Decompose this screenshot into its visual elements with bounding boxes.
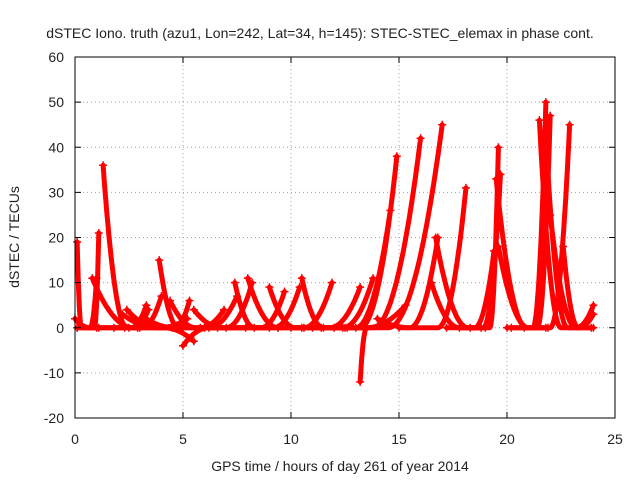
satellite-arc bbox=[395, 183, 470, 332]
plus-marker bbox=[507, 323, 516, 332]
plus-marker bbox=[541, 134, 550, 143]
plus-marker bbox=[589, 301, 598, 310]
plus-marker bbox=[330, 323, 339, 332]
plus-marker bbox=[427, 278, 436, 287]
plus-marker bbox=[287, 323, 295, 332]
plus-marker bbox=[494, 143, 503, 152]
plus-marker bbox=[565, 120, 574, 129]
plus-marker bbox=[280, 287, 289, 296]
y-axis-ticks: -20 -10 0 10 20 30 40 50 60 bbox=[44, 49, 615, 426]
x-tick-label: 25 bbox=[607, 431, 623, 447]
plus-marker bbox=[125, 323, 133, 332]
plus-marker bbox=[122, 305, 131, 314]
plus-marker bbox=[356, 283, 365, 292]
plus-marker bbox=[94, 228, 103, 237]
plus-marker bbox=[438, 120, 447, 129]
arc-line bbox=[396, 185, 469, 331]
plus-marker bbox=[442, 323, 451, 332]
x-tick-label: 0 bbox=[71, 431, 79, 447]
plus-marker bbox=[185, 296, 194, 305]
plus-marker bbox=[535, 116, 544, 125]
plus-marker bbox=[170, 323, 179, 332]
y-tick-label: -20 bbox=[44, 410, 64, 426]
arc-line bbox=[100, 162, 141, 331]
x-axis-ticks: 0 5 10 15 20 25 bbox=[71, 57, 623, 447]
plus-marker bbox=[142, 314, 151, 323]
plus-marker bbox=[297, 323, 306, 332]
chart-title: dSTEC Iono. truth (azu1, Lon=242, Lat=34… bbox=[46, 25, 593, 41]
x-tick-label: 20 bbox=[499, 431, 515, 447]
plus-marker bbox=[189, 337, 198, 346]
grid-lines bbox=[75, 57, 615, 418]
satellite-arc bbox=[559, 242, 598, 331]
plus-marker bbox=[109, 323, 118, 332]
arc-line bbox=[547, 212, 596, 331]
plus-marker bbox=[455, 323, 464, 332]
arc-line bbox=[353, 122, 445, 331]
plus-marker bbox=[546, 210, 555, 219]
plus-marker bbox=[356, 377, 365, 386]
plus-marker bbox=[230, 278, 239, 287]
plus-marker bbox=[373, 314, 382, 323]
satellite-arc bbox=[546, 210, 598, 331]
plus-marker bbox=[559, 242, 568, 251]
y-tick-label: 20 bbox=[48, 230, 64, 246]
y-tick-label: -10 bbox=[44, 365, 64, 381]
arc-line bbox=[467, 144, 501, 331]
plus-marker bbox=[494, 242, 503, 251]
plus-marker bbox=[92, 323, 101, 332]
plus-marker bbox=[88, 274, 97, 283]
plus-marker bbox=[392, 152, 401, 161]
plus-marker bbox=[520, 323, 529, 332]
x-tick-label: 15 bbox=[391, 431, 407, 447]
plus-marker bbox=[142, 301, 151, 310]
plus-marker bbox=[274, 323, 283, 332]
plus-marker bbox=[220, 305, 229, 314]
plus-marker bbox=[265, 283, 274, 292]
satellite-arc bbox=[351, 120, 447, 332]
plus-marker bbox=[466, 323, 475, 332]
plus-marker bbox=[541, 98, 550, 107]
x-tick-label: 5 bbox=[179, 431, 187, 447]
plus-marker bbox=[166, 296, 175, 305]
y-tick-label: 10 bbox=[48, 275, 64, 291]
plus-marker bbox=[243, 274, 252, 283]
plus-marker bbox=[431, 233, 440, 242]
plus-marker bbox=[395, 323, 403, 332]
plus-marker bbox=[99, 161, 108, 170]
x-tick-label: 10 bbox=[283, 431, 299, 447]
data-series bbox=[71, 98, 598, 386]
plus-marker bbox=[155, 256, 164, 265]
satellite-arc bbox=[466, 143, 503, 332]
plus-marker bbox=[461, 183, 470, 192]
plus-marker bbox=[222, 323, 231, 332]
plus-marker bbox=[204, 323, 213, 332]
plus-marker bbox=[351, 323, 360, 332]
plus-marker bbox=[416, 134, 425, 143]
plus-marker bbox=[589, 310, 598, 319]
plus-marker bbox=[308, 323, 317, 332]
plus-marker bbox=[297, 274, 306, 283]
plus-marker bbox=[189, 305, 198, 314]
y-axis-label: dSTEC / TECUs bbox=[6, 186, 22, 288]
y-tick-label: 50 bbox=[48, 94, 64, 110]
plus-marker bbox=[118, 310, 127, 319]
plus-marker bbox=[589, 323, 598, 332]
plus-marker bbox=[319, 323, 328, 332]
x-axis-label: GPS time / hours of day 261 of year 2014 bbox=[211, 458, 469, 474]
y-tick-label: 0 bbox=[56, 320, 64, 336]
plus-marker bbox=[492, 174, 501, 183]
plus-marker bbox=[73, 238, 82, 247]
plus-marker bbox=[250, 323, 259, 332]
arc-line bbox=[560, 244, 596, 331]
plus-marker bbox=[328, 278, 337, 287]
plus-marker bbox=[179, 341, 187, 350]
y-tick-label: 40 bbox=[48, 139, 64, 155]
plus-marker bbox=[341, 323, 349, 332]
y-tick-label: 30 bbox=[48, 184, 64, 200]
arc-line bbox=[428, 280, 484, 331]
y-tick-label: 60 bbox=[48, 49, 64, 65]
